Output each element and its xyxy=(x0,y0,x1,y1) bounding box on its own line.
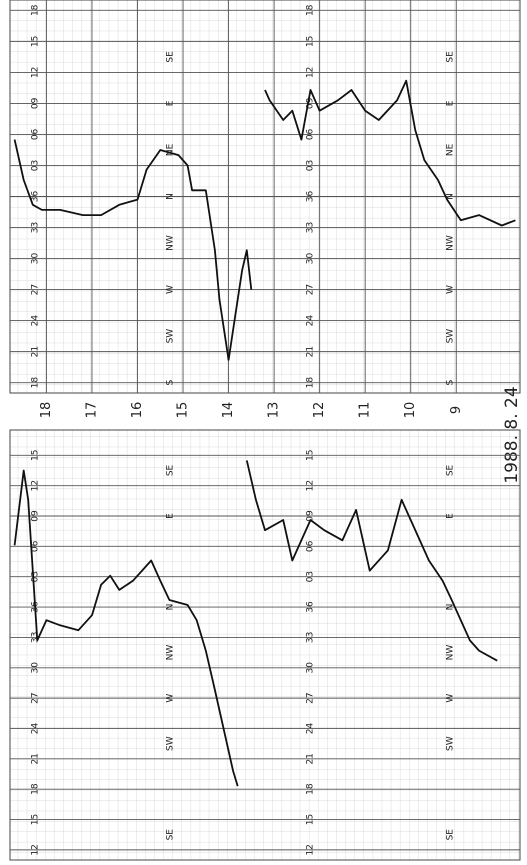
y-tick-label: 18 xyxy=(31,4,41,16)
y-tick-label: 27 xyxy=(306,284,316,295)
y-tick-label: 24 xyxy=(31,722,41,734)
compass-label: W xyxy=(446,285,456,294)
y-tick-label: 33 xyxy=(31,222,41,233)
compass-label: SE xyxy=(166,464,176,476)
y-tick-label: 21 xyxy=(306,753,316,764)
y-tick-label: 15 xyxy=(306,36,316,47)
y-tick-label: 03 xyxy=(306,160,316,171)
x-tick-label: 13 xyxy=(267,402,282,419)
x-tick-label: 17 xyxy=(84,402,99,419)
compass-label: S xyxy=(166,380,176,386)
y-tick-label: 03 xyxy=(306,571,316,582)
y-tick-label: 24 xyxy=(306,722,316,734)
y-tick-label: 12 xyxy=(31,480,41,491)
y-tick-label: 12 xyxy=(306,480,316,491)
y-tick-label: 03 xyxy=(31,571,41,582)
y-tick-label: 21 xyxy=(306,346,316,357)
compass-label: N xyxy=(446,604,456,611)
y-tick-label: 12 xyxy=(306,844,316,855)
y-tick-label: 03 xyxy=(31,160,41,171)
y-tick-label: 30 xyxy=(306,253,316,265)
y-tick-label: 15 xyxy=(31,36,41,47)
x-tick-label: 10 xyxy=(403,402,418,419)
y-tick-label: 06 xyxy=(31,540,41,552)
y-tick-label: 21 xyxy=(31,753,41,764)
compass-label: NW xyxy=(446,235,456,251)
y-tick-label: 36 xyxy=(306,601,316,613)
y-tick-label: 15 xyxy=(306,450,316,461)
compass-label: N xyxy=(166,604,176,611)
y-tick-label: 18 xyxy=(31,783,41,795)
y-tick-label: 36 xyxy=(306,191,316,203)
compass-label: S xyxy=(446,380,456,386)
y-tick-label: 09 xyxy=(306,510,316,522)
y-tick-label: 12 xyxy=(31,844,41,855)
y-tick-label: 09 xyxy=(306,97,316,109)
compass-label: SW xyxy=(166,736,176,751)
compass-label: E xyxy=(166,513,176,519)
y-tick-label: 30 xyxy=(31,662,41,674)
compass-label: NW xyxy=(446,645,456,661)
trace xyxy=(13,460,498,787)
x-tick-label: 9 xyxy=(449,406,464,414)
y-tick-label: 18 xyxy=(306,4,316,16)
y-tick-label: 27 xyxy=(31,284,41,295)
compass-label: NW xyxy=(166,645,176,661)
y-tick-label: 12 xyxy=(31,67,41,78)
y-tick-label: 09 xyxy=(31,97,41,109)
compass-label: E xyxy=(446,513,456,519)
compass-label: SE xyxy=(446,51,456,63)
x-tick-label: 12 xyxy=(312,402,327,419)
compass-label: E xyxy=(446,100,456,106)
y-tick-label: 18 xyxy=(306,377,316,389)
y-tick-label: 33 xyxy=(306,222,316,233)
y-tick-label: 15 xyxy=(31,450,41,461)
x-tick-label: 18 xyxy=(39,402,54,419)
minor-grid xyxy=(10,430,520,860)
y-tick-label: 21 xyxy=(31,346,41,357)
y-tick-label: 18 xyxy=(306,783,316,795)
y-tick-label: 18 xyxy=(31,377,41,389)
y-tick-label: 30 xyxy=(31,253,41,265)
y-tick-label: 27 xyxy=(306,692,316,703)
compass-label: E xyxy=(166,100,176,106)
compass-label: SW xyxy=(446,736,456,751)
y-tick-label: 24 xyxy=(306,315,316,327)
y-tick-label: 24 xyxy=(31,315,41,327)
y-tick-label: 06 xyxy=(306,540,316,552)
compass-label: N xyxy=(446,193,456,200)
compass-label: NW xyxy=(166,235,176,251)
compass-label: SW xyxy=(446,329,456,344)
x-tick-label: 14 xyxy=(221,402,236,419)
compass-label: W xyxy=(166,694,176,703)
y-tick-label: 33 xyxy=(306,632,316,643)
y-tick-label: 06 xyxy=(31,128,41,140)
compass-label: NE xyxy=(166,143,176,156)
x-tick-label: 16 xyxy=(130,402,145,419)
x-tick-label: 11 xyxy=(358,402,373,419)
y-tick-label: 12 xyxy=(306,67,316,78)
compass-label: SE xyxy=(446,464,456,476)
panel-frame xyxy=(9,429,521,861)
y-tick-label: 33 xyxy=(31,632,41,643)
compass-label: SE xyxy=(446,829,456,841)
trace xyxy=(13,79,516,361)
compass-label: SE xyxy=(166,829,176,841)
compass-label: W xyxy=(446,694,456,703)
y-tick-label: 15 xyxy=(306,814,316,825)
compass-label: SE xyxy=(166,51,176,63)
y-tick-label: 09 xyxy=(31,510,41,522)
y-tick-label: 06 xyxy=(306,128,316,140)
x-tick-label: 15 xyxy=(176,402,191,419)
compass-label: N xyxy=(166,193,176,200)
date-stamp: 1988. 8. 24 xyxy=(502,386,522,483)
compass-label: SW xyxy=(166,329,176,344)
y-tick-label: 15 xyxy=(31,814,41,825)
compass-label: W xyxy=(166,285,176,294)
y-tick-label: 30 xyxy=(306,662,316,674)
y-tick-label: 36 xyxy=(31,191,41,203)
compass-label: NE xyxy=(446,143,456,156)
y-tick-label: 27 xyxy=(31,692,41,703)
